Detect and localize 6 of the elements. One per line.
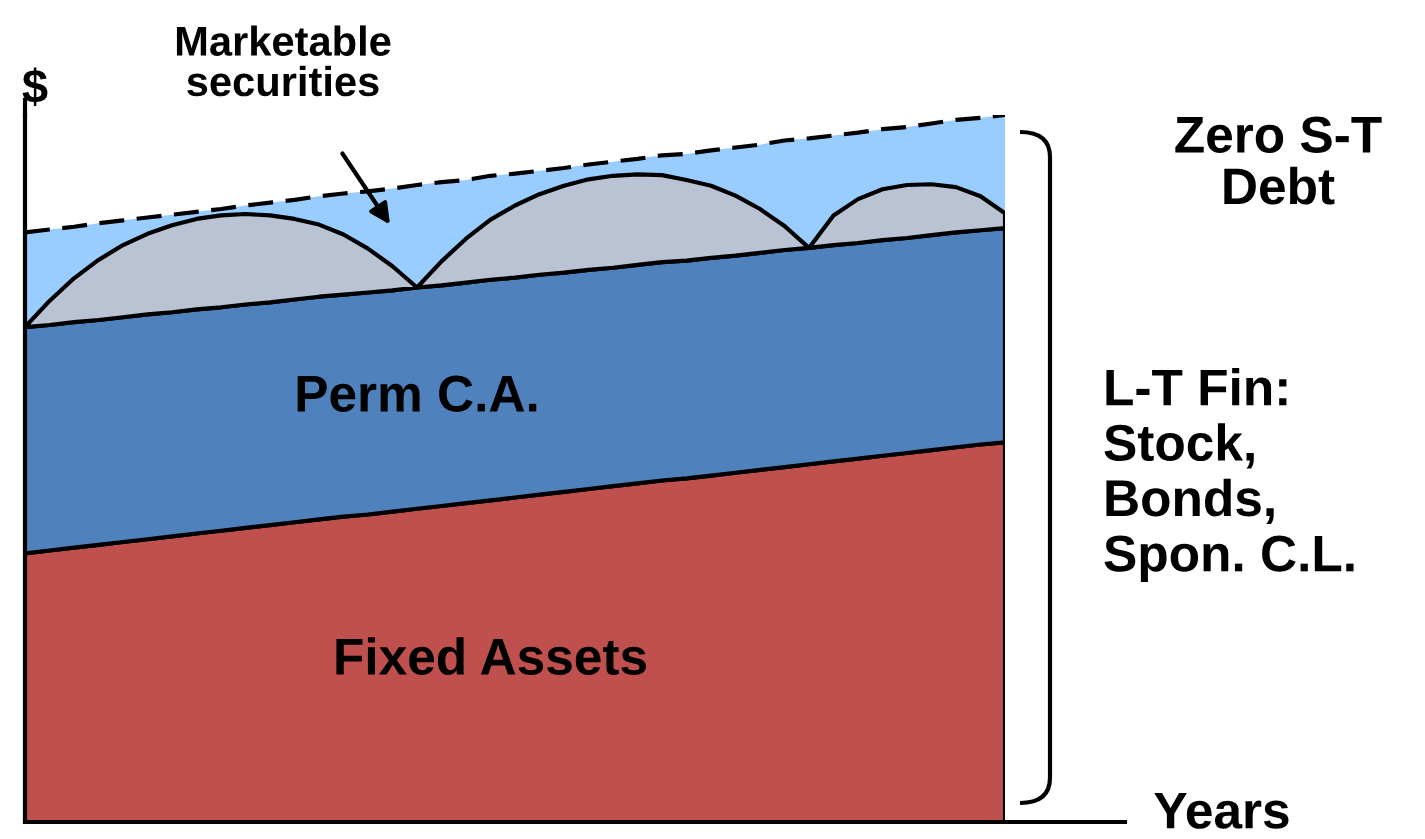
series-label: Perm C.A.: [297, 375, 537, 412]
text: Zero S-T Debt: [1175, 116, 1382, 205]
y-axis-title: $: [22, 67, 48, 106]
text: Marketable securities: [176, 25, 391, 97]
x-axis-title: Years: [1154, 792, 1289, 829]
text: L-T Fin: Stock, Bonds, Spon. C.L.: [1104, 368, 1354, 582]
